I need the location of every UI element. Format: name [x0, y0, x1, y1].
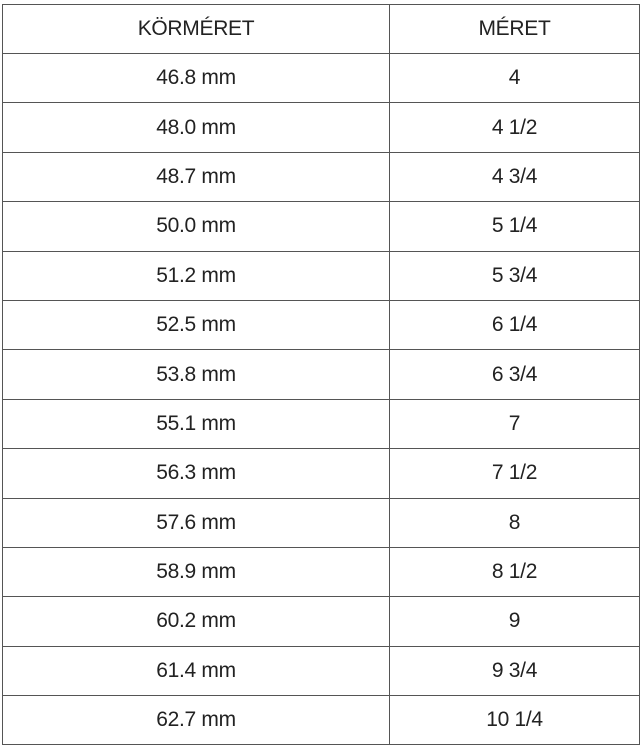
size-cell: 6 3/4 [389, 349, 640, 400]
table-row: 48.7 mm 4 3/4 [2, 151, 640, 203]
circumference-cell: 61.4 mm [2, 645, 390, 697]
header-row: KÖRMÉRET MÉRET [2, 4, 640, 54]
circumference-cell: 50.0 mm [2, 201, 390, 252]
circumference-cell: 58.9 mm [2, 546, 390, 598]
size-cell: 7 [389, 398, 640, 450]
table-header: KÖRMÉRET MÉRET [2, 4, 640, 54]
table-row: 50.0 mm 5 1/4 [2, 201, 640, 252]
column-header-circumference: KÖRMÉRET [2, 4, 390, 54]
ring-size-table: KÖRMÉRET MÉRET 46.8 mm 4 48.0 mm 4 1/2 48.7 … [2, 4, 640, 745]
size-cell: 8 1/2 [389, 546, 640, 598]
table-row: 58.9 mm 8 1/2 [2, 546, 640, 598]
circumference-cell: 55.1 mm [2, 398, 390, 450]
table-row: 48.0 mm 4 1/2 [2, 102, 640, 153]
table-row: 52.5 mm 6 1/4 [2, 299, 640, 351]
size-cell: 6 1/4 [389, 299, 640, 351]
size-cell: 9 3/4 [389, 645, 640, 697]
circumference-cell: 51.2 mm [2, 250, 390, 301]
table-row: 60.2 mm 9 [2, 596, 640, 647]
table-row: 56.3 mm 7 1/2 [2, 448, 640, 499]
circumference-cell: 48.0 mm [2, 102, 390, 153]
table-row: 62.7 mm 10 1/4 [2, 695, 640, 745]
size-cell: 4 3/4 [389, 151, 640, 203]
circumference-cell: 46.8 mm [2, 52, 390, 104]
size-cell: 7 1/2 [389, 448, 640, 499]
table-row: 53.8 mm 6 3/4 [2, 349, 640, 400]
size-cell: 5 3/4 [389, 250, 640, 301]
size-cell: 4 1/2 [389, 102, 640, 153]
size-cell: 9 [389, 596, 640, 647]
circumference-cell: 56.3 mm [2, 448, 390, 499]
size-cell: 5 1/4 [389, 201, 640, 252]
circumference-cell: 62.7 mm [2, 695, 390, 745]
circumference-cell: 53.8 mm [2, 349, 390, 400]
table-row: 61.4 mm 9 3/4 [2, 645, 640, 697]
table-row: 46.8 mm 4 [2, 52, 640, 104]
circumference-cell: 60.2 mm [2, 596, 390, 647]
circumference-cell: 52.5 mm [2, 299, 390, 351]
table-row: 55.1 mm 7 [2, 398, 640, 450]
column-header-size: MÉRET [389, 4, 640, 54]
size-cell: 8 [389, 497, 640, 548]
circumference-cell: 48.7 mm [2, 151, 390, 203]
table-row: 51.2 mm 5 3/4 [2, 250, 640, 301]
size-cell: 4 [389, 52, 640, 104]
circumference-cell: 57.6 mm [2, 497, 390, 548]
size-cell: 10 1/4 [389, 695, 640, 745]
table-row: 57.6 mm 8 [2, 497, 640, 548]
table-body: 46.8 mm 4 48.0 mm 4 1/2 48.7 mm 4 3/4 50.0 mm 5… [2, 52, 640, 745]
